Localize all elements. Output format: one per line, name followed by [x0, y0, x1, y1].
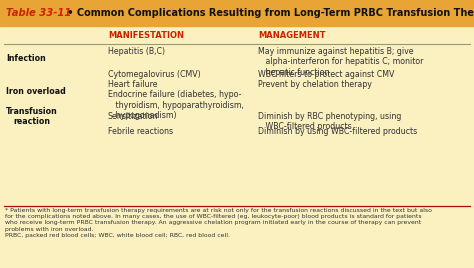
Text: MANAGEMENT: MANAGEMENT — [258, 32, 326, 40]
Text: Table 33-11: Table 33-11 — [6, 8, 72, 18]
Text: Iron overload: Iron overload — [6, 87, 66, 96]
Text: Infection: Infection — [6, 54, 46, 63]
Text: MANIFESTATION: MANIFESTATION — [108, 32, 184, 40]
Text: • Common Complications Resulting from Long-Term PRBC Transfusion Therapy*: • Common Complications Resulting from Lo… — [64, 8, 474, 18]
Text: May immunize against hepatitis B; give
   alpha-interferon for hepatitis C; moni: May immunize against hepatitis B; give a… — [258, 47, 423, 77]
Text: Febrile reactions: Febrile reactions — [108, 127, 173, 136]
Text: Cytomegalovirus (CMV): Cytomegalovirus (CMV) — [108, 70, 201, 79]
Text: * Patients with long-term transfusion therapy requirements are at risk not only : * Patients with long-term transfusion th… — [5, 208, 432, 238]
Text: Hepatitis (B,C): Hepatitis (B,C) — [108, 47, 165, 56]
Text: Diminish by RBC phenotyping, using
   WBC-filtered products: Diminish by RBC phenotyping, using WBC-f… — [258, 111, 401, 131]
Text: WBC filters to protect against CMV: WBC filters to protect against CMV — [258, 70, 394, 79]
Text: Diminish by using WBC-filtered products: Diminish by using WBC-filtered products — [258, 127, 417, 136]
Text: Transfusion
reaction: Transfusion reaction — [6, 106, 58, 126]
Text: Sensitization: Sensitization — [108, 111, 159, 121]
Text: Prevent by chelation therapy: Prevent by chelation therapy — [258, 80, 372, 89]
Text: Heart failure
Endocrine failure (diabetes, hypo-
   thyroidism, hypoparathyroidi: Heart failure Endocrine failure (diabete… — [108, 80, 244, 120]
Bar — [0, 0, 474, 26]
